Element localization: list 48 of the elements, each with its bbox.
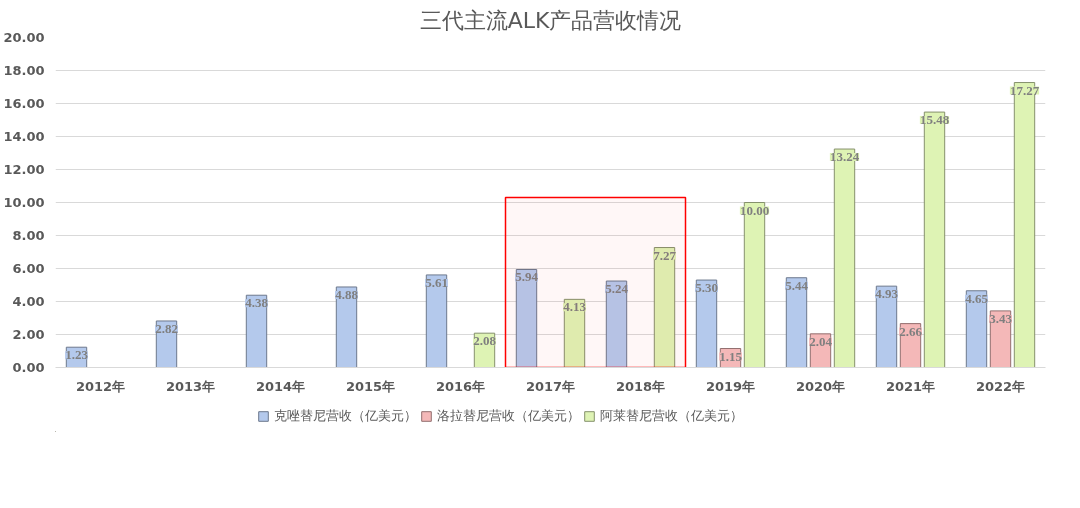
data-label: 10.00 <box>739 202 770 218</box>
data-label: 1.15 <box>719 348 743 364</box>
y-tick-label: 14.00 <box>3 129 45 144</box>
data-label: 2.08 <box>473 333 497 349</box>
y-tick-label: 2.00 <box>12 327 45 342</box>
data-label: 7.27 <box>653 247 677 263</box>
y-tick-label: 0.00 <box>12 360 45 375</box>
x-tick-label: 2020年 <box>795 378 846 394</box>
y-tick-label: 6.00 <box>12 261 45 276</box>
x-tick-label: 2013年 <box>165 378 216 394</box>
data-label: 13.24 <box>829 149 860 165</box>
data-label: 5.61 <box>425 274 448 290</box>
y-tick-label: 8.00 <box>12 228 45 243</box>
data-label: 1.23 <box>65 347 89 363</box>
data-label: 4.93 <box>875 286 899 302</box>
y-tick-label: 10.00 <box>3 195 45 210</box>
y-tick-label: 4.00 <box>12 294 45 309</box>
data-label: 4.65 <box>965 290 989 306</box>
data-label: 5.94 <box>515 269 539 285</box>
legend-label: 洛拉替尼营收（亿美元） <box>436 407 580 425</box>
legend-label: 克唑替尼营收（亿美元） <box>273 407 417 425</box>
data-label: 5.30 <box>695 280 718 296</box>
x-tick-label: 2017年 <box>525 378 576 394</box>
x-tick-label: 2012年 <box>75 378 126 394</box>
legend-label: 阿莱替尼营收（亿美元） <box>599 407 743 425</box>
data-label: 4.38 <box>245 295 269 311</box>
x-tick-label: 2019年 <box>705 378 756 394</box>
x-tick-label: 2016年 <box>435 378 486 394</box>
y-tick-label: 12.00 <box>3 162 45 177</box>
y-tick-label: 20.00 <box>3 30 45 45</box>
data-label: 2.82 <box>155 320 178 336</box>
data-label: 17.27 <box>1009 82 1040 98</box>
x-tick-label: 2015年 <box>345 378 396 394</box>
x-tick-label: 2022年 <box>975 378 1026 394</box>
chart-title: 三代主流ALK产品营收情况 <box>419 7 682 33</box>
data-label: 5.24 <box>605 281 629 297</box>
data-label: 4.88 <box>335 286 359 302</box>
data-label: 3.43 <box>989 310 1013 326</box>
data-label: 5.44 <box>785 277 809 293</box>
y-tick-label: 16.00 <box>3 96 45 111</box>
data-label: 2.04 <box>809 333 833 349</box>
data-label: 15.48 <box>919 112 950 128</box>
x-tick-label: 2014年 <box>255 378 306 394</box>
x-tick-label: 2021年 <box>885 378 936 394</box>
y-tick-label: 18.00 <box>3 63 45 78</box>
data-label: 2.66 <box>899 323 923 339</box>
x-tick-label: 2018年 <box>615 378 666 394</box>
data-label: 4.13 <box>563 299 587 315</box>
